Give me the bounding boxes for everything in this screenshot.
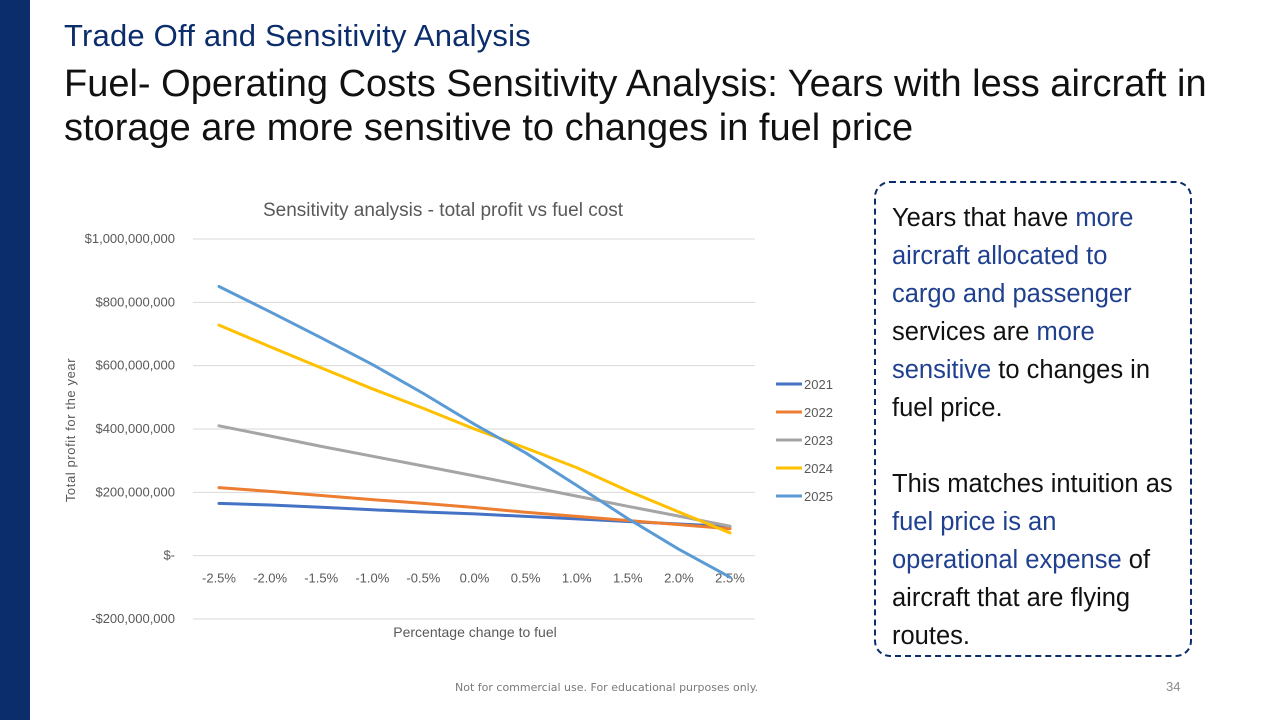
x-axis-title: Percentage change to fuel	[393, 624, 556, 640]
x-tick-label: 1.0%	[562, 571, 592, 586]
callout-text: of aircraft that are flying routes.	[892, 546, 1151, 650]
callout-text: Years that have	[892, 204, 1076, 232]
x-tick-label: -1.5%	[304, 571, 338, 586]
y-tick-label: $200,000,000	[95, 484, 175, 499]
legend: 2021 2022 2023 2024 2025	[776, 377, 833, 504]
callout-paragraph-1: Years that have more aircraft allocated …	[892, 199, 1176, 427]
page-number: 34	[1166, 679, 1181, 694]
legend-label: 2023	[804, 433, 833, 448]
legend-label: 2024	[804, 461, 833, 476]
series-line-2022	[217, 486, 732, 531]
y-tick-label: $400,000,000	[95, 421, 175, 436]
callout-highlight: more sensitive	[892, 318, 1095, 384]
x-tick-label: -2.5%	[202, 571, 236, 586]
x-axis-tick-labels: -2.5% -2.0% -1.5% -1.0% -0.5% 0.0% 0.5% 1.0% 1.5…	[202, 571, 745, 586]
chart-title: Sensitivity analysis - total profit vs f…	[263, 200, 624, 221]
x-tick-label: -0.5%	[406, 571, 440, 586]
section-title: Trade Off and Sensitivity Analysis	[64, 18, 531, 53]
series-line-2023	[217, 424, 732, 528]
y-tick-label: $800,000,000	[95, 294, 175, 309]
callout-highlight: more aircraft allocated to cargo and pas…	[892, 204, 1134, 308]
callout-text: to changes in fuel price.	[892, 356, 1150, 422]
legend-label: 2022	[804, 405, 833, 420]
x-tick-label: 0.5%	[511, 571, 541, 586]
legend-label: 2021	[804, 377, 833, 392]
y-tick-label: $-	[163, 548, 175, 563]
callout-highlight: fuel price is an operational expense	[892, 508, 1122, 574]
x-tick-label: 2.0%	[664, 571, 694, 586]
callout-paragraph-2: This matches intuition as fuel price is …	[892, 465, 1176, 655]
x-tick-label: 0.0%	[460, 571, 490, 586]
y-tick-label: $600,000,000	[95, 358, 175, 373]
series-lines	[217, 285, 732, 579]
legend-label: 2025	[804, 489, 833, 504]
left-accent-bar	[0, 0, 30, 720]
callout-text: services are	[892, 318, 1037, 346]
series-line-2025	[217, 285, 732, 579]
insight-callout-box: Years that have more aircraft allocated …	[874, 181, 1192, 657]
footer-disclaimer: Not for commercial use. For educational …	[455, 681, 759, 694]
y-axis-tick-labels: $1,000,000,000 $800,000,000 $600,000,000 $4…	[85, 231, 175, 626]
slide-headline: Fuel- Operating Costs Sensitivity Analys…	[64, 63, 1207, 149]
x-tick-label: 1.5%	[613, 571, 643, 586]
y-tick-label: $1,000,000,000	[85, 231, 175, 246]
x-tick-label: -1.0%	[355, 571, 389, 586]
y-tick-label: -$200,000,000	[91, 611, 175, 626]
x-tick-label: -2.0%	[253, 571, 287, 586]
y-axis-title: Total profit for the year	[63, 358, 78, 502]
callout-text: This matches intuition as	[892, 470, 1173, 498]
sensitivity-line-chart: Sensitivity analysis - total profit vs f…	[63, 200, 833, 640]
series-line-2024	[217, 323, 732, 535]
